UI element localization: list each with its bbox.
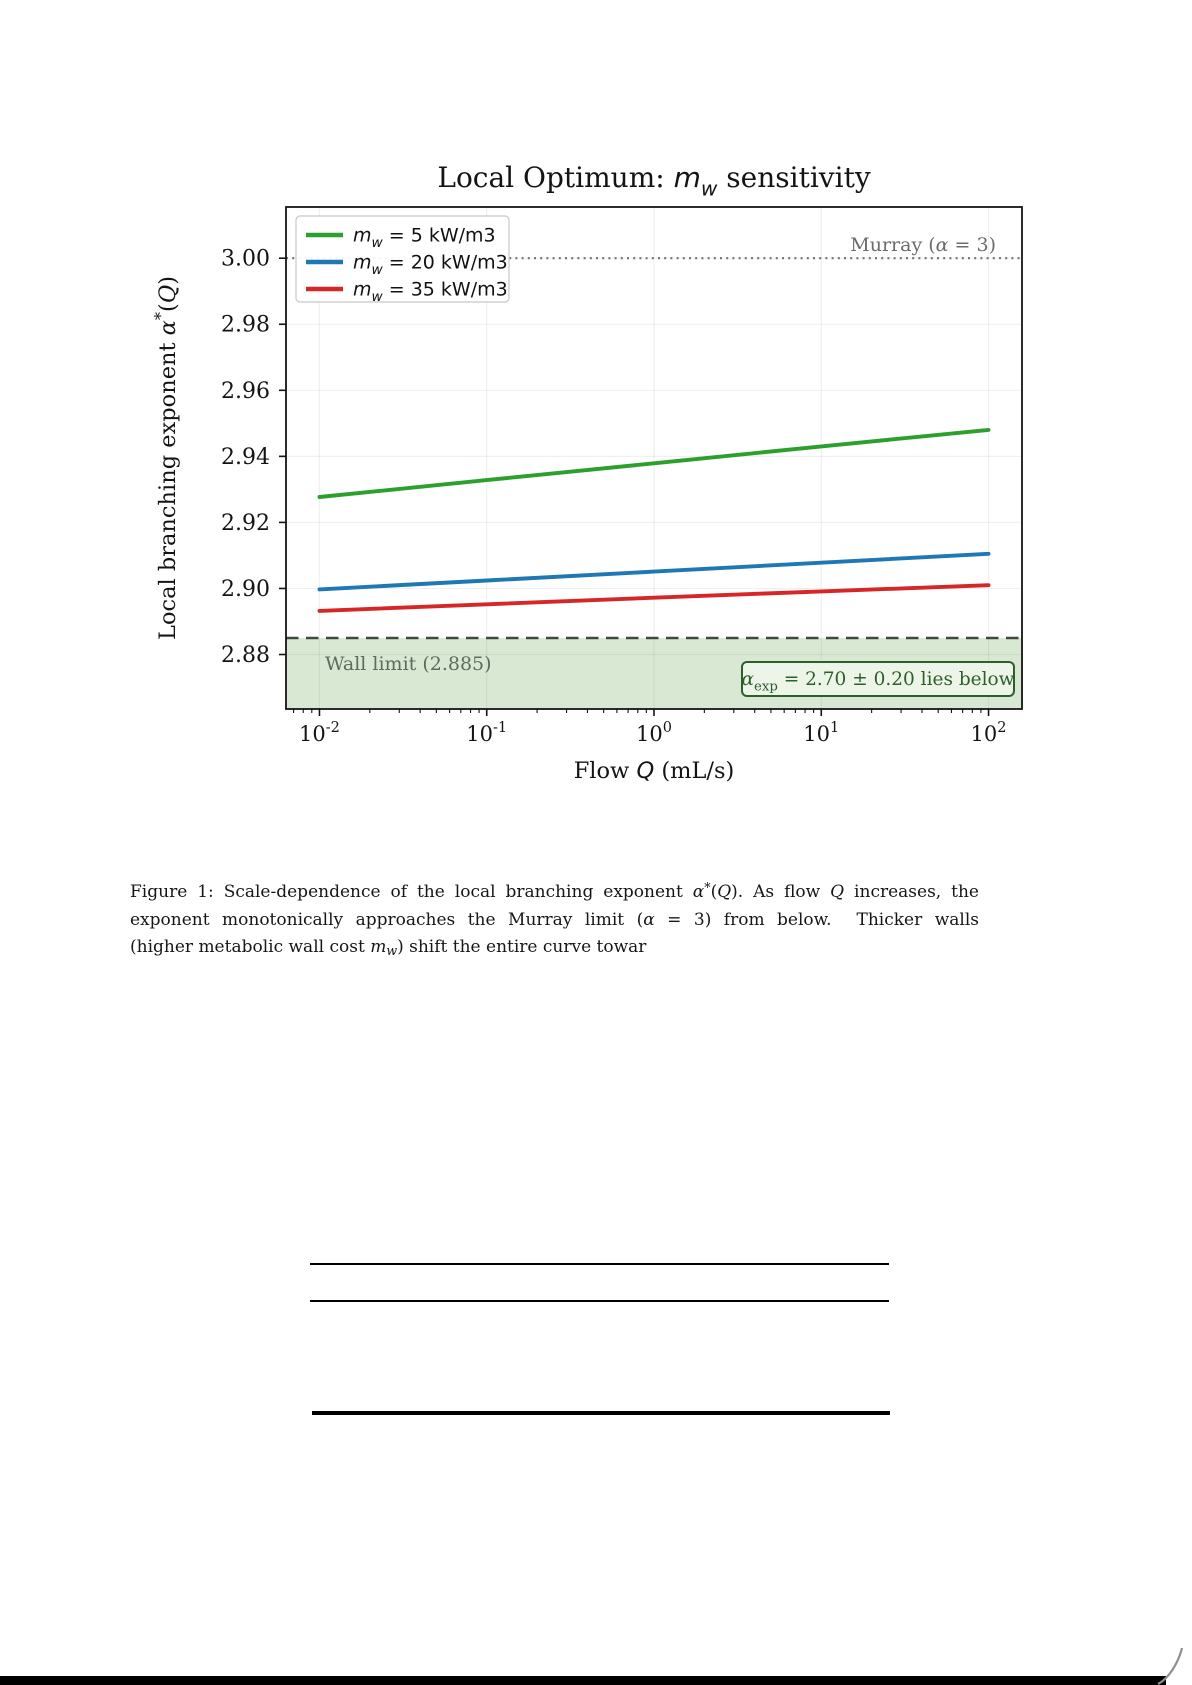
caption-text: α [692, 882, 705, 903]
y-tick-label: 3.00 [221, 247, 270, 272]
horizontal-rule-thin [310, 1300, 889, 1302]
caption-text: ( [710, 882, 718, 903]
x-tick-label: 10-2 [299, 720, 340, 746]
caption-text: exponent monotonically approaches the Mu… [130, 909, 644, 930]
caption-line-3: (higher metabolic wall cost mw) shift th… [130, 934, 979, 965]
wall-limit-label: Wall limit (2.885) [325, 653, 492, 675]
annotation-box [741, 661, 1015, 697]
horizontal-rule-thick [312, 1411, 890, 1415]
caption-text: (higher metabolic wall cost [130, 937, 371, 958]
y-tick-label: 2.92 [221, 511, 270, 536]
x-tick-label: 100 [636, 720, 672, 746]
caption-line-2: exponent monotonically approaches the Mu… [130, 907, 979, 935]
x-tick-label: 10-1 [466, 720, 507, 746]
series-line-1 [317, 427, 991, 499]
annotation-label: αexp = 2.70 ± 0.20 lies below [741, 669, 1014, 695]
caption-text: increases, the [844, 882, 979, 903]
axis-title-x: Flow Q (mL/s) [574, 758, 735, 784]
caption-text: Q [717, 882, 732, 903]
y-tick-label: 2.90 [221, 577, 270, 602]
x-tick-label: 102 [971, 720, 1007, 746]
corner-pen-mark [1157, 1647, 1184, 1685]
horizontal-rule-thin [310, 1263, 889, 1265]
caption-text: w [386, 943, 398, 959]
y-tick-label: 2.88 [221, 643, 270, 668]
axis-title-y: Local branching exponent α*(Q) [151, 276, 181, 640]
caption-text: = 3) from below. Thicker walls [654, 909, 979, 930]
caption-text: m [370, 937, 387, 958]
y-tick-label: 2.94 [221, 445, 270, 470]
caption-text: ). As flow [731, 882, 831, 903]
series-line-2 [317, 551, 991, 592]
y-tick-label: 2.98 [221, 313, 270, 338]
caption-text: Q [830, 882, 845, 903]
caption-text: ) shift the entire curve towar [397, 937, 647, 958]
legend-label-2: mw = 20 kW/m3 [353, 252, 508, 279]
legend-label-3: mw = 35 kW/m3 [353, 279, 508, 306]
figure-chart: αexp = 2.70 ± 0.20 lies below Murray (α =… [151, 161, 1023, 784]
caption-text: * [704, 880, 711, 895]
caption-text: Figure 1: Scale-dependence of the local … [130, 882, 693, 903]
legend-box [295, 215, 510, 303]
legend-label-1: mw = 5 kW/m3 [353, 225, 496, 252]
figure-caption: Figure 1: Scale-dependence of the local … [130, 874, 979, 965]
chart-title: Local Optimum: mw sensitivity [437, 161, 870, 200]
murray-label: Murray (α = 3) [850, 234, 996, 256]
footer-black-bar [0, 1676, 1166, 1685]
x-tick-label: 101 [803, 720, 839, 746]
caption-line-1: Figure 1: Scale-dependence of the local … [130, 874, 979, 907]
plot-area: αexp = 2.70 ± 0.20 lies below Murray (α =… [151, 161, 1023, 784]
caption-text: α [643, 909, 655, 930]
series-line-3 [317, 583, 991, 613]
y-tick-label: 2.96 [221, 379, 270, 404]
